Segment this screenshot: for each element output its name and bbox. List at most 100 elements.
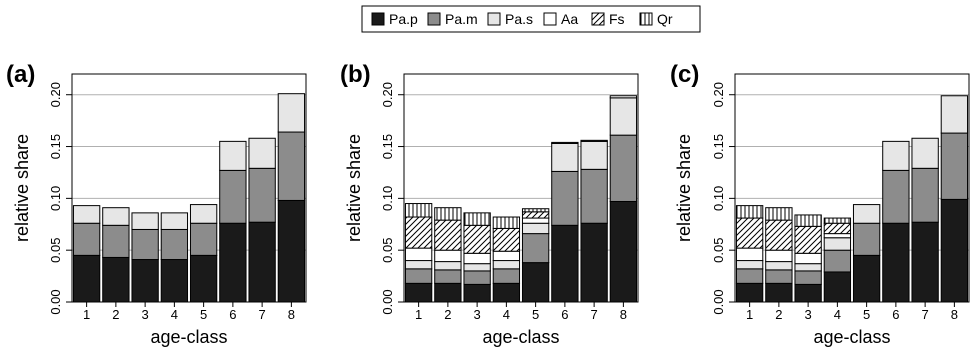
bar-segment-pa-s [102,207,130,226]
bar-segment-qr [404,203,433,218]
legend-label-qr: Qr [657,11,673,27]
bar-segment-pa-p [219,222,247,303]
bar-segment-fs [492,227,521,252]
bar-segment-pa-p [551,224,579,303]
bar-segment-pa-m [911,167,939,223]
bar-segment-pa-s [551,142,579,172]
bar-segment-aa [492,250,521,262]
legend-label-pa-m: Pa.m [445,11,478,27]
x-tick-label: 5 [200,307,207,322]
bar-segment-pa-s [248,137,276,169]
x-tick-label: 3 [474,307,481,322]
bar-segment-pa-p [72,254,101,303]
x-tick-label: 4 [171,307,178,322]
bar-segment-fs [463,224,491,254]
bar-segment-pa-p [277,199,306,303]
bar-segment-qr [823,217,852,224]
bar-segment-pa-p [160,259,189,303]
plot-frame [71,73,307,303]
bar-segment-aa [521,217,550,224]
bar-segment-pa-m [219,169,247,224]
legend-swatch-aa [543,12,557,26]
bar-segment-pa-m [609,134,638,202]
bar-segment-pa-m [735,268,764,284]
bar-segment-pa-m [765,269,793,284]
bar-segment-pa-s [882,140,910,171]
bar-segment-pa-s [609,97,638,136]
bar-segment-pa-s [823,237,852,251]
bar-segment-pa-m [580,168,608,224]
bar-segment-aa [404,247,433,262]
bar-segment-pa-s [765,261,793,271]
bar-segment-pa-m [434,269,462,284]
bar-segment-qr [735,205,764,219]
bar-segment-pa-s [277,93,306,133]
y-axis-label: relative share [12,134,32,242]
bar-segment-fs [404,216,433,249]
bar-segment-pa-m [404,268,433,284]
bar-segment-pa-s [580,140,608,170]
x-tick-label: 1 [415,307,422,322]
legend-label-pa-s: Pa.s [505,11,533,27]
bar-segment-aa [765,249,793,263]
bar-segment-pa-p [189,254,218,303]
bar-segment-pa-s [794,263,822,272]
bar-segment-fs [823,222,852,235]
x-tick-label: 5 [863,307,870,322]
bar-segment-pa-s [72,205,101,224]
chart-panel-b: 0.00 0.05 0.10 0.15 0.20 1 2 3 4 5 6 7 8 (b) relative … [340,61,639,347]
bar-segment-pa-p [521,262,550,303]
bar-segment-aa [434,249,462,263]
bar-segment-pa-p [131,259,159,303]
panel-label: (a) [6,61,35,88]
bar-segment-fs [765,219,793,251]
y-tick-label: 0.10 [711,186,726,211]
x-tick-label: 7 [922,307,929,322]
bar-segment-pa-s [219,140,247,171]
bar-segment-pa-p [404,282,433,303]
bar-segment-fs [521,211,550,219]
bar-segment-pa-p [765,282,793,303]
x-axis-label: age-class [150,327,227,347]
y-tick-label: 0.10 [380,186,395,211]
bar-segment-pa-p [609,200,638,303]
legend-label-pa-p: Pa.p [389,11,418,27]
x-tick-label: 6 [561,307,568,322]
y-tick-label: 0.15 [711,134,726,159]
x-tick-label: 5 [532,307,539,322]
bar-segment-pa-p [823,271,852,303]
y-tick-label: 0.05 [711,238,726,263]
chart-panels: 0.00 0.05 0.10 0.15 0.20 1 2 3 4 5 6 7 8 (a) relative … [6,61,970,347]
panel-label: (c) [670,61,699,88]
plot-frame [403,73,639,303]
x-axis-label: age-class [482,327,559,347]
x-tick-label: 2 [775,307,782,322]
panel-label: (b) [340,61,371,88]
legend-swatch-fs [591,12,605,26]
x-tick-label: 1 [83,307,90,322]
bar-segment-pa-p [102,256,130,303]
bar-segment-pa-s [160,212,189,230]
bar-segment-pa-s [521,222,550,235]
x-tick-label: 8 [620,307,627,322]
x-tick-label: 1 [746,307,753,322]
x-tick-label: 7 [591,307,598,322]
bar-segment-pa-s [434,261,462,271]
x-tick-label: 2 [112,307,119,322]
bar-segment-pa-m [794,270,822,285]
legend-swatch-pa-p [371,12,385,26]
bar-segment-pa-p [463,283,491,303]
bar-segment-pa-m [940,132,969,200]
y-tick-label: 0.20 [48,82,63,107]
x-tick-label: 7 [259,307,266,322]
y-tick-label: 0.15 [48,134,63,159]
x-tick-label: 4 [834,307,841,322]
y-tick-label: 0.05 [380,238,395,263]
chart-panel-a: 0.00 0.05 0.10 0.15 0.20 1 2 3 4 5 6 7 8 (a) relative … [6,61,307,347]
x-tick-label: 6 [892,307,899,322]
bar-segment-aa [794,252,822,265]
bar-segment-pa-p [735,282,764,303]
bar-segment-pa-s [852,204,881,224]
bar-segment-qr [794,214,822,227]
y-tick-label: 0.20 [711,82,726,107]
